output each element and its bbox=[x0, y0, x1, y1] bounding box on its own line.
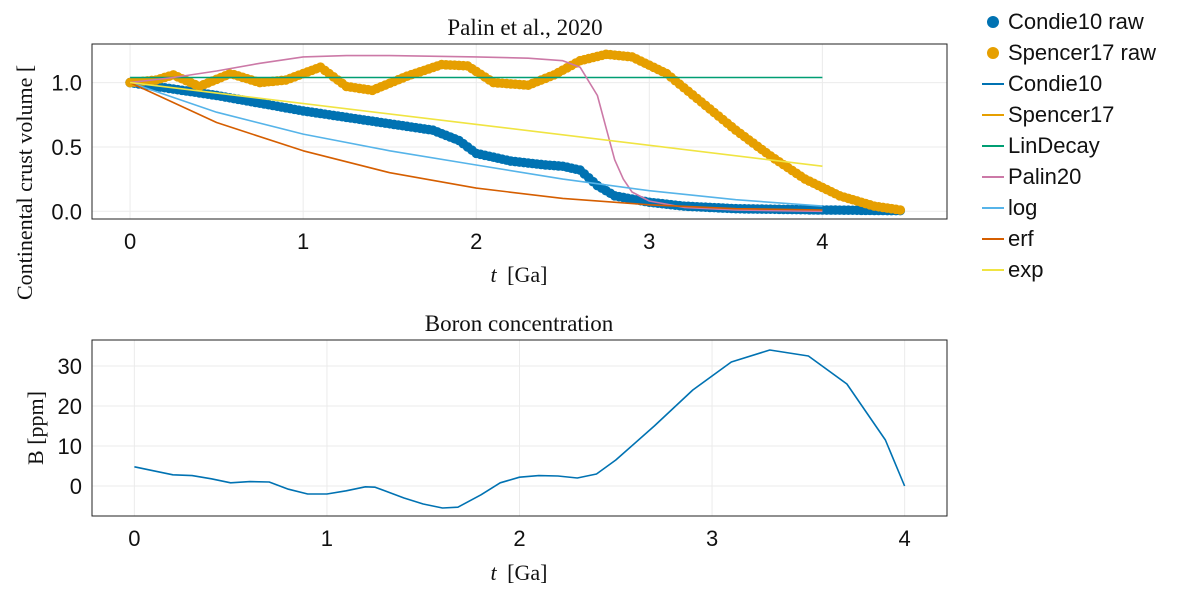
plot-frame bbox=[91, 43, 948, 220]
series-line-log bbox=[129, 81, 823, 207]
legend-line-icon bbox=[980, 136, 1006, 156]
tick-labels: 0 1 2 3 4 0.0 0.5 1.0 bbox=[51, 71, 828, 254]
legend-item-condie10-raw: Condie10 raw bbox=[980, 6, 1156, 37]
legend-label: Spencer17 bbox=[1008, 101, 1115, 127]
legend-line-icon bbox=[980, 167, 1006, 187]
chart-title: Boron concentration bbox=[425, 311, 614, 336]
series-line-spencer17 bbox=[130, 53, 823, 187]
legend-item-spencer17-raw: Spencer17 raw bbox=[980, 37, 1156, 68]
x-tick-label: 4 bbox=[816, 229, 828, 254]
y-tick-label: 0.5 bbox=[51, 135, 82, 160]
legend-line-icon bbox=[980, 229, 1006, 249]
legend-line-icon bbox=[980, 105, 1006, 125]
y-axis-label: Continental crust volume [ bbox=[12, 65, 37, 300]
x-axis-label-var: t bbox=[491, 262, 498, 287]
series-line-condie10 bbox=[129, 81, 823, 211]
series-group bbox=[134, 349, 906, 509]
legend-line-icon bbox=[980, 260, 1006, 280]
x-tick-label: 2 bbox=[513, 526, 525, 551]
legend-line-icon bbox=[980, 74, 1006, 94]
x-tick-label: 0 bbox=[128, 526, 140, 551]
x-tick-label: 3 bbox=[706, 526, 718, 551]
x-tick-label: 1 bbox=[297, 229, 309, 254]
legend-item-palin20: Palin20 bbox=[980, 161, 1156, 192]
gridlines bbox=[92, 340, 947, 516]
series-line-boron bbox=[134, 349, 906, 509]
legend: Condie10 raw Spencer17 raw Condie10 Spencer… bbox=[980, 6, 1156, 285]
x-axis-label: t [Ga] bbox=[491, 560, 548, 585]
legend-dot bbox=[987, 46, 999, 59]
x-tick-label: 4 bbox=[899, 526, 911, 551]
legend-item-condie10: Condie10 bbox=[980, 68, 1156, 99]
x-axis-label-unit: [Ga] bbox=[507, 262, 547, 287]
legend-item-erf: erf bbox=[980, 223, 1156, 254]
y-axis-label: B [ppm] bbox=[23, 391, 48, 465]
legend-line bbox=[982, 206, 1004, 209]
series-line-exp bbox=[130, 81, 823, 167]
series-line-palin20 bbox=[130, 54, 823, 213]
legend-label: Condie10 bbox=[1008, 70, 1103, 96]
plot-frame bbox=[91, 339, 948, 517]
x-axis-label-var: t bbox=[491, 560, 498, 585]
legend-label: Condie10 raw bbox=[1008, 8, 1144, 34]
tick-labels: 0 1 2 3 4 0 10 20 30 bbox=[58, 354, 911, 551]
legend-item-lindecay: LinDecay bbox=[980, 130, 1156, 161]
legend-marker-icon bbox=[980, 43, 1006, 63]
legend-item-log: log bbox=[980, 192, 1156, 223]
data-point bbox=[895, 205, 906, 215]
legend-line-icon bbox=[980, 198, 1006, 218]
y-tick-label: 30 bbox=[58, 354, 82, 379]
y-tick-label: 20 bbox=[58, 394, 82, 419]
legend-label: LinDecay bbox=[1008, 132, 1100, 158]
legend-line bbox=[982, 175, 1004, 178]
panel-crust-volume: 0 1 2 3 4 0.0 0.5 1.0 Palin et al., 2020 t [Ga]… bbox=[12, 15, 948, 300]
y-tick-label: 0.0 bbox=[51, 199, 82, 224]
y-tick-label: 10 bbox=[58, 434, 82, 459]
x-tick-label: 0 bbox=[124, 229, 136, 254]
legend-line bbox=[982, 144, 1004, 147]
legend-dot bbox=[987, 15, 999, 28]
legend-item-exp: exp bbox=[980, 254, 1156, 285]
x-tick-label: 2 bbox=[470, 229, 482, 254]
x-axis-label-unit: [Ga] bbox=[507, 560, 547, 585]
x-tick-label: 1 bbox=[321, 526, 333, 551]
y-tick-label: 1.0 bbox=[51, 71, 82, 96]
legend-label: exp bbox=[1008, 256, 1044, 282]
legend-label: log bbox=[1008, 194, 1038, 220]
series-line-erf bbox=[129, 81, 823, 211]
chart-title: Palin et al., 2020 bbox=[447, 15, 602, 40]
legend-line bbox=[982, 113, 1004, 116]
legend-label: Spencer17 raw bbox=[1008, 39, 1156, 65]
legend-label: Palin20 bbox=[1008, 163, 1082, 189]
legend-item-spencer17: Spencer17 bbox=[980, 99, 1156, 130]
legend-line bbox=[982, 82, 1004, 85]
y-tick-label: 0 bbox=[70, 474, 82, 499]
x-axis-label: t [Ga] bbox=[491, 262, 548, 287]
x-tick-label: 3 bbox=[643, 229, 655, 254]
legend-marker-icon bbox=[980, 12, 1006, 32]
series-group bbox=[125, 49, 906, 216]
legend-label: erf bbox=[1008, 225, 1034, 251]
legend-line bbox=[982, 237, 1004, 240]
legend-line bbox=[982, 268, 1004, 271]
